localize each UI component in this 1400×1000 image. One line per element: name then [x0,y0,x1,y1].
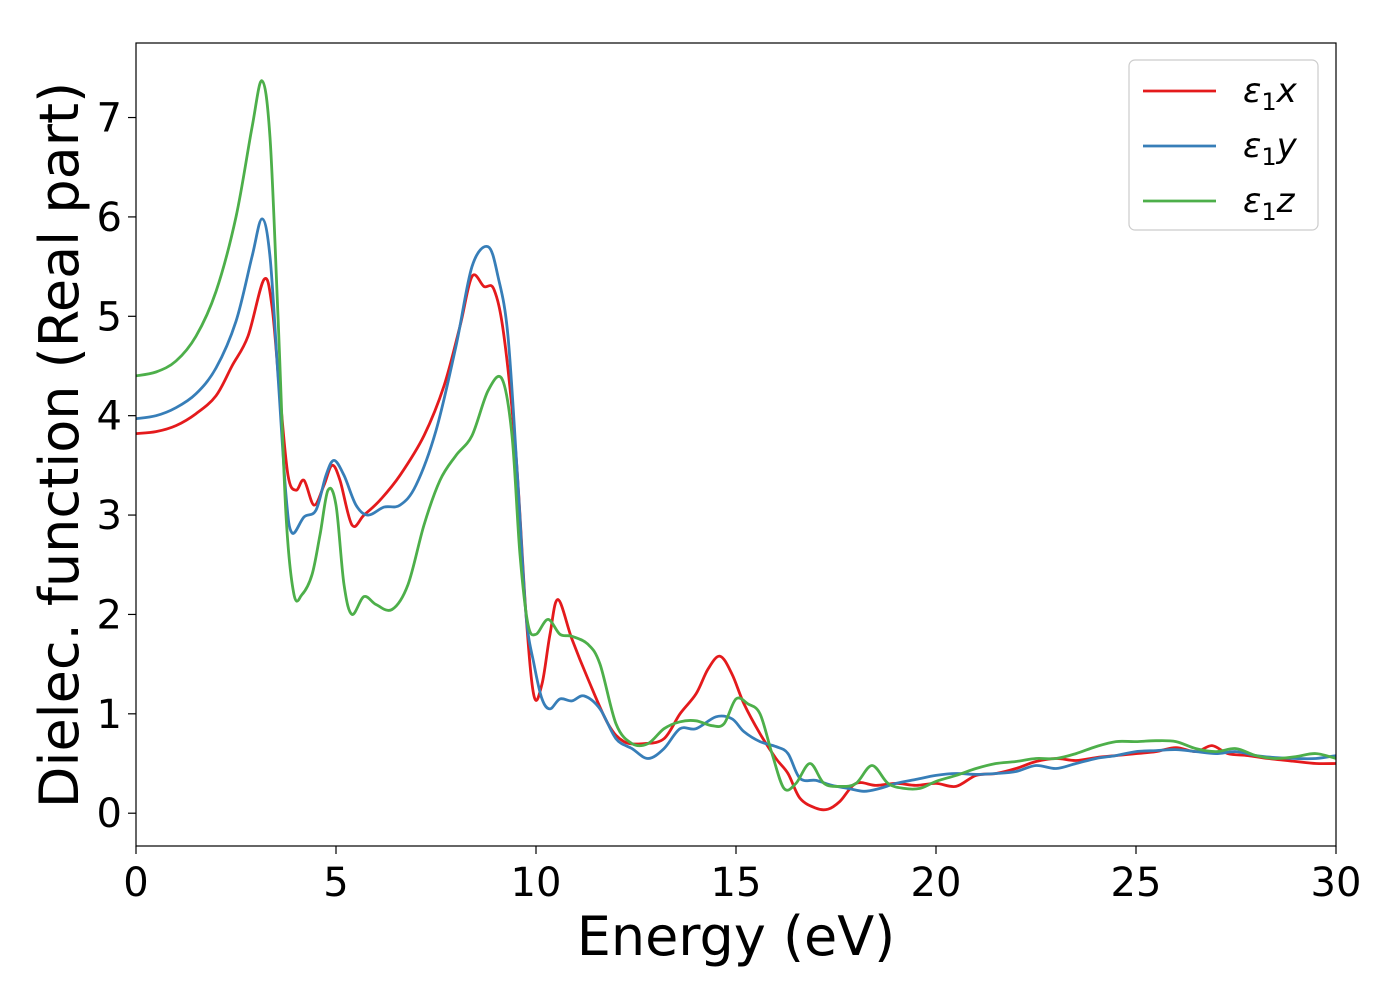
legend-label-y: ε1y [1243,126,1298,171]
x-tick-label: 30 [1311,860,1362,906]
legend-label-x: ε1x [1243,71,1298,116]
x-tick-label: 5 [323,860,348,906]
y-tick-label: 3 [97,493,122,539]
y-axis-title: Dielec. function (Real part) [28,82,91,808]
y-tick-label: 2 [97,592,122,638]
series-layer [136,79,1336,812]
y-tick-label: 0 [97,791,122,837]
series-line-y [136,217,1336,793]
x-tick-label: 15 [711,860,762,906]
y-tick-label: 7 [97,96,122,142]
ticks-layer: 0 5 10 15 20 25 30 0 1 2 3 4 5 6 7 [97,96,1362,906]
x-tick-label: 25 [1111,860,1162,906]
legend-label-z: ε1z [1243,181,1296,226]
y-tick-label: 4 [97,394,122,440]
y-tick-label: 6 [97,195,122,241]
series-line-x [136,273,1336,812]
x-tick-label: 0 [123,860,148,906]
series-line-z [136,79,1336,792]
x-tick-label: 10 [511,860,562,906]
x-tick-label: 20 [911,860,962,906]
x-axis-title: Energy (eV) [577,905,896,968]
y-tick-label: 1 [97,692,122,738]
legend-box [1128,59,1319,231]
legend: ε1x ε1y ε1z [1128,59,1319,231]
y-tick-label: 5 [97,294,122,340]
